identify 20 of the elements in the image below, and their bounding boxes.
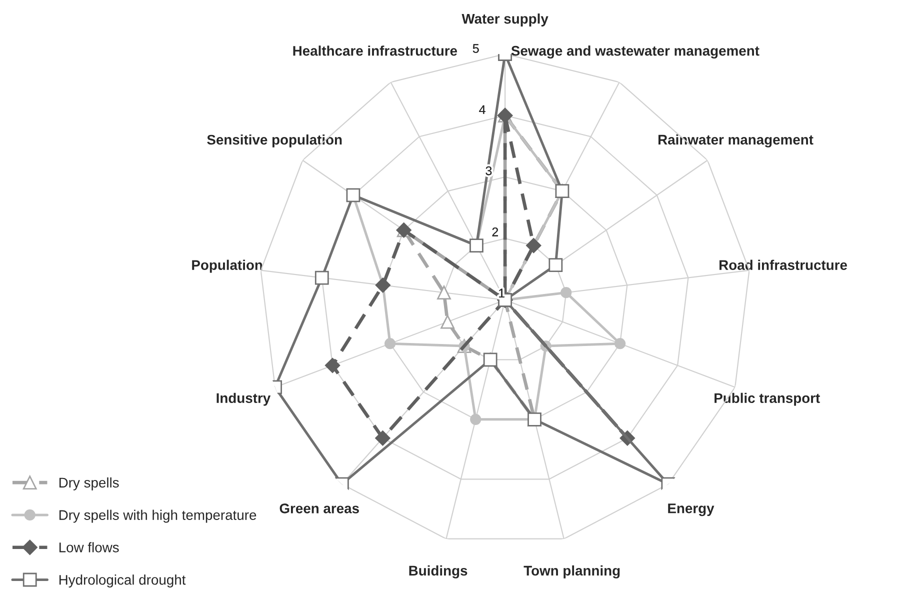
spoke-label: Sewage and wastewater management: [511, 46, 760, 59]
spoke-label: Buidings: [409, 565, 468, 578]
legend-label: Hydrological drought: [59, 574, 186, 588]
y-tick-label: 5: [472, 44, 479, 53]
y-tick-label: 2: [492, 228, 498, 236]
spoke-label: Rainwater management: [658, 134, 814, 148]
legend-label: Dry spells: [59, 477, 119, 490]
spoke-label: Sensitive population: [207, 134, 342, 148]
spoke-label: Water supply: [462, 14, 548, 26]
legend-label: Dry spells with high temperature: [59, 510, 256, 523]
spoke-label: Town planning: [524, 565, 620, 578]
spoke-label: Road infrastructure: [720, 260, 848, 270]
spoke-label: Energy: [668, 504, 714, 516]
spoke-label: Green areas: [280, 503, 359, 514]
spoke-label: Population: [192, 260, 262, 273]
y-tick-label: 4: [479, 105, 486, 114]
spoke-label: Healthcare infrastructure: [293, 46, 458, 56]
spoke-label: Public transport: [714, 392, 820, 406]
legend-label: Low flows: [59, 542, 119, 552]
spoke-label: Industry: [216, 392, 271, 406]
